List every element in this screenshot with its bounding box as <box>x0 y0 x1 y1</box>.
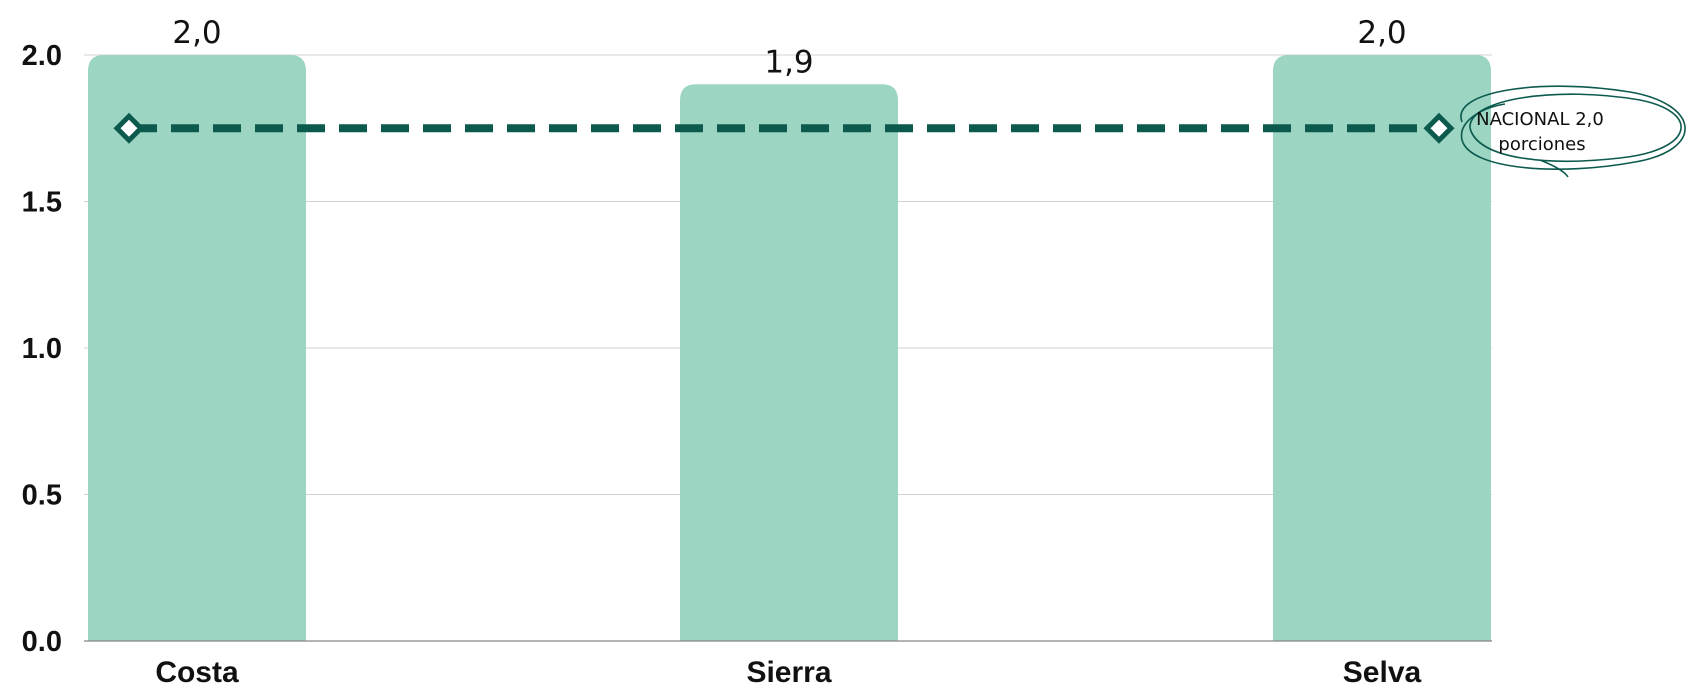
callout-ellipse-stroke-2 <box>1469 93 1682 162</box>
bars <box>88 55 1491 642</box>
bar-selva <box>1273 55 1491 641</box>
reference-marker <box>113 112 145 144</box>
y-tick-label: 1.0 <box>22 333 62 365</box>
x-tick-label: Sierra <box>746 656 831 686</box>
y-tick-label: 1.5 <box>22 187 62 219</box>
national-reference-line <box>113 112 1455 144</box>
bar-sierra <box>680 84 898 642</box>
x-tick-label: Selva <box>1343 656 1422 686</box>
bar-costa <box>88 55 306 641</box>
y-tick-label: 0.5 <box>22 480 62 512</box>
x-tick-label: Costa <box>155 656 239 686</box>
data-labels: 2,0 1,9 2,0 <box>172 15 1406 80</box>
data-label: 2,0 <box>172 15 221 51</box>
callout-ellipse-stroke <box>1460 85 1686 170</box>
callout-label-line-2: porciones <box>1498 134 1585 155</box>
y-axis: 0.0 0.5 1.0 1.5 2.0 <box>22 40 62 658</box>
reference-marker <box>1423 112 1455 144</box>
x-axis: Costa Sierra Selva <box>155 656 1421 686</box>
national-callout: NACIONAL 2,0 porciones <box>1460 85 1686 178</box>
data-label: 1,9 <box>764 44 813 80</box>
y-tick-label: 0.0 <box>22 626 62 658</box>
y-tick-label: 2.0 <box>22 40 62 72</box>
callout-tail-stroke <box>1539 159 1569 178</box>
data-label: 2,0 <box>1357 15 1406 51</box>
callout-label-line-1: NACIONAL 2,0 <box>1476 109 1604 130</box>
